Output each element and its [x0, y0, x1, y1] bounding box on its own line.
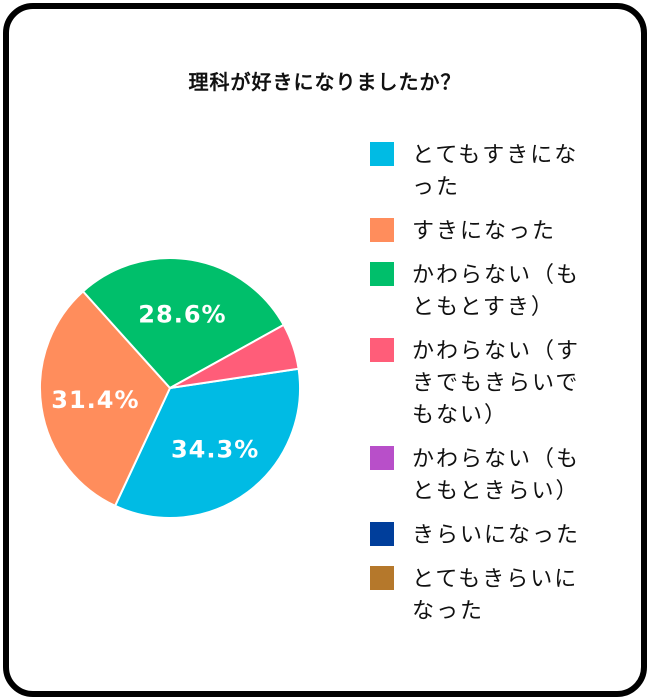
chart-title: 理科が好きになりましたか？: [188, 70, 462, 94]
legend-label: かわらない（すきでもきらいでもない）: [412, 339, 581, 428]
legend-item-6: きらいになった: [370, 520, 600, 552]
pie-slice-2: [39, 289, 172, 508]
legend-swatch: [370, 142, 394, 166]
legend-label: とてもきらいになった: [412, 567, 579, 624]
legend-item-5: かわらない（もともときらい）: [370, 444, 600, 508]
legend-swatch: [370, 522, 394, 546]
legend-label: きらいになった: [412, 523, 581, 548]
legend-item-4: かわらない（すきでもきらいでもない）: [370, 336, 600, 432]
legend-label: とてもすきになった: [412, 143, 579, 200]
legend-item-1: とてもすきになった: [370, 140, 600, 204]
legend-item-2: すきになった: [370, 216, 600, 248]
slice-label-3: 28.6%: [138, 301, 226, 329]
pie-slice-3: [81, 257, 286, 390]
legend-swatch: [370, 446, 394, 470]
legend-item-7: とてもきらいになった: [370, 564, 600, 628]
legend-swatch: [370, 566, 394, 590]
slice-label-1: 34.3%: [171, 435, 259, 463]
legend-label: すきになった: [412, 219, 557, 244]
pie-slice-4: [169, 323, 300, 389]
legend-swatch: [370, 218, 394, 242]
slice-label-2: 31.4%: [51, 386, 139, 414]
legend-swatch: [370, 262, 394, 286]
legend-swatch: [370, 338, 394, 362]
pie-slice-1: [113, 367, 301, 519]
legend-item-3: かわらない（もともとすき）: [370, 260, 600, 324]
legend: とてもすきになったすきになったかわらない（もともとすき） かわらない（すきでもきら…: [370, 140, 600, 640]
legend-label: かわらない（もともときらい）: [412, 447, 581, 504]
legend-label: かわらない（もともとすき）: [412, 263, 581, 320]
